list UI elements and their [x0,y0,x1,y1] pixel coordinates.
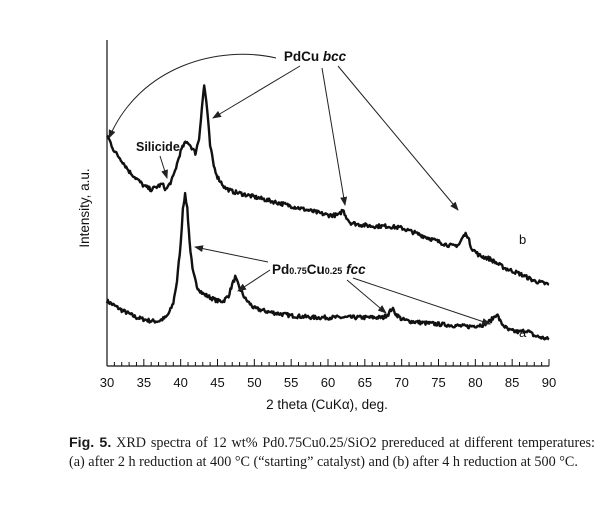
x-tick-label: 50 [247,375,261,390]
x-tick-label: 55 [284,375,298,390]
x-tick-label: 45 [210,375,224,390]
x-tick-label: 35 [137,375,151,390]
arrow-fcc-to-peak-47 [237,269,271,292]
x-tick-label: 65 [358,375,372,390]
xrd-chart: 30 35 40 45 50 55 60 65 70 75 80 85 90 b a 2 theta (… [77,40,556,412]
series-label-b: b [519,232,526,247]
x-tick-label: 30 [100,375,114,390]
arrow-fcc-to-peak-40 [194,245,269,263]
figure-caption: Fig. 5. XRD spectra of 12 wt% Pd0.75Cu0.… [69,434,595,471]
x-tick-label: 80 [468,375,482,390]
caption-label: Fig. 5. [69,435,112,451]
arrow-fcc-to-peak-69 [346,279,387,314]
arrow-fcc-to-peak-82 [352,277,491,325]
arrow-pdcu-to-peak-43 [212,65,301,119]
x-tick-label: 60 [321,375,335,390]
x-axis-tick-labels: 30 35 40 45 50 55 60 65 70 75 80 85 90 [100,375,556,390]
x-tick-label: 40 [173,375,187,390]
x-axis-ticks [106,359,550,366]
series-b-curve [106,84,550,286]
x-tick-label: 75 [431,375,445,390]
x-axis-title: 2 theta (CuKα), deg. [266,397,388,412]
pdcu-bcc-annotation: PdCu bcc [284,49,347,64]
arrow-pdcu-to-peak-62 [321,67,348,206]
arrow-pdcu-to-peak-78 [337,65,459,211]
series-a-curve [105,191,550,341]
caption-text: XRD spectra of 12 wt% Pd0.75Cu0.25/SiO2 … [69,435,595,470]
arrow-pdcu-to-start [108,53,277,139]
silicide-annotation: Silicide [136,140,180,154]
x-tick-label: 90 [542,375,556,390]
pd-cu-fcc-annotation: Pd0.75Cu0.25 fcc [272,262,366,277]
x-tick-label: 70 [394,375,408,390]
x-tick-label: 85 [505,375,519,390]
arrow-silicide-to-peak [159,155,168,179]
series-label-a: a [519,325,527,340]
y-axis-title: Intensity, a.u. [77,168,92,247]
